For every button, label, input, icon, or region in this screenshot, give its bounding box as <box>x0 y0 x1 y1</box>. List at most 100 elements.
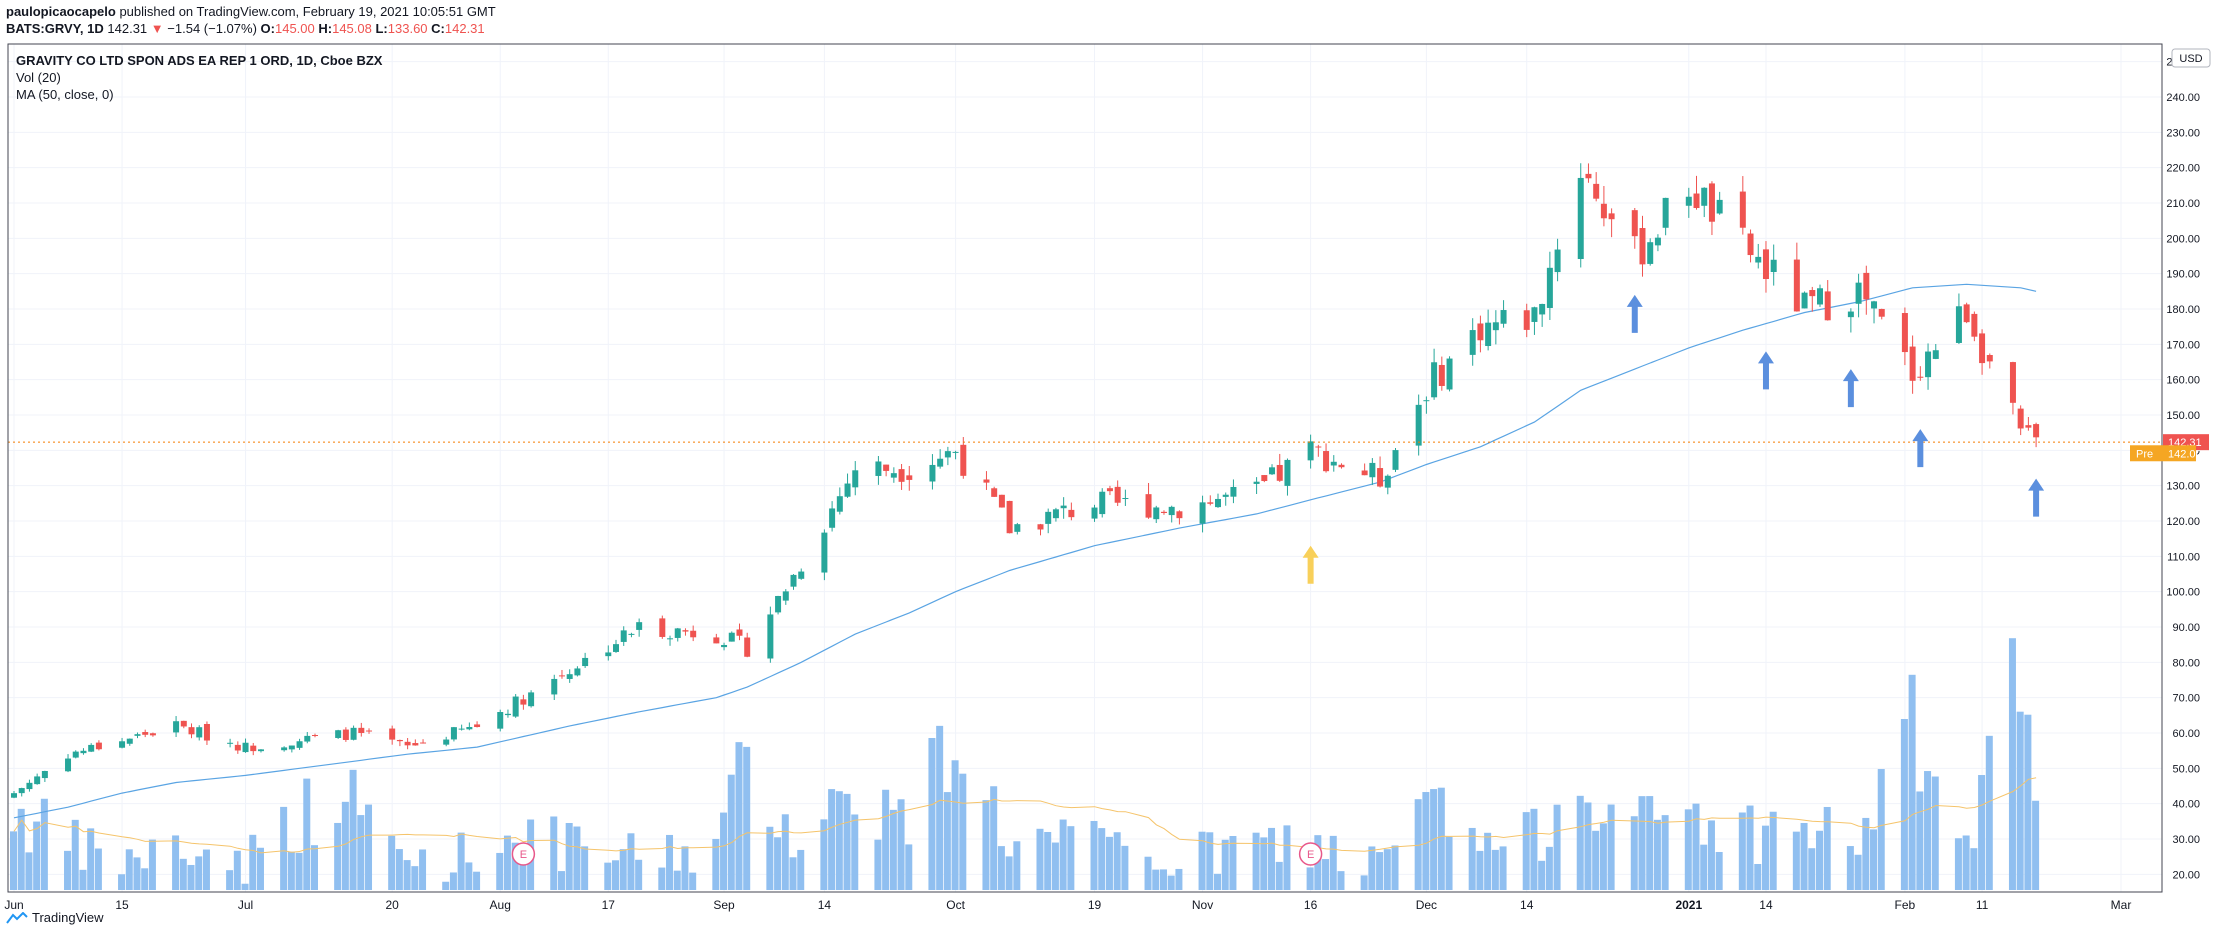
candle-body <box>2009 362 2016 403</box>
candle-body <box>1793 259 1800 312</box>
candle-body <box>2033 424 2040 438</box>
volume-bar <box>1538 860 1546 890</box>
x-tick-label: Mar <box>2111 898 2132 912</box>
volume-bar <box>1761 825 1769 890</box>
price-axis[interactable]: 20.00 30.00 40.00 50.00 60.00 70.00 80.00 90.00… <box>2166 57 2200 882</box>
chart-title[interactable]: GRAVITY CO LTD SPON ADS EA REP 1 ORD, 1D… <box>16 53 383 68</box>
candle-body <box>203 723 210 741</box>
x-tick-label: 2021 <box>1675 898 1702 912</box>
y-tick-label: 60.00 <box>2172 728 2200 740</box>
candles <box>11 163 2040 799</box>
volume-bar <box>496 852 504 890</box>
volume-bar <box>612 860 619 890</box>
volume-bar <box>94 848 102 890</box>
volume-bar <box>720 812 728 890</box>
footer-brand[interactable]: TradingView <box>6 910 104 925</box>
earnings-marker[interactable] <box>1298 842 1323 866</box>
candle-body <box>180 720 187 727</box>
candle-body <box>1431 362 1438 398</box>
volume-bar <box>1044 831 1052 890</box>
volume-bar <box>1376 852 1384 890</box>
volume-bar <box>1484 832 1492 890</box>
volume-bar <box>1121 845 1129 890</box>
volume-bar <box>465 862 473 890</box>
volume-bar <box>712 838 720 890</box>
candle-body <box>1330 461 1337 466</box>
volume-bar <box>1499 846 1507 890</box>
volume-bar <box>1792 831 1800 890</box>
volume-bar <box>936 725 944 890</box>
volume-bar <box>1823 806 1831 890</box>
volume-bar <box>449 872 457 890</box>
volume-bar <box>797 849 805 890</box>
candle-body <box>1685 196 1692 206</box>
candle-body <box>1045 511 1052 524</box>
candle-body <box>1747 233 1754 256</box>
volume-bar <box>1978 775 1986 890</box>
candle-body <box>983 479 990 483</box>
x-tick-label: 17 <box>602 898 616 912</box>
currency-badge[interactable]: USD <box>2171 48 2211 68</box>
candle-body <box>1253 481 1260 484</box>
volume-bar <box>1214 873 1221 890</box>
volume-bar <box>1592 830 1600 890</box>
candle-body <box>420 742 427 744</box>
volume-bar <box>928 738 936 890</box>
volume-bar <box>666 834 674 890</box>
candle-body <box>1701 187 1708 206</box>
volume-bar <box>79 869 87 890</box>
volume-bar <box>1391 845 1399 890</box>
annotation-arrows <box>1302 294 2045 584</box>
candle-body <box>690 630 697 638</box>
candle-body <box>296 741 303 748</box>
publisher-name[interactable]: paulopicaocapelo <box>6 4 116 19</box>
volume-bar <box>1553 804 1561 890</box>
candle-body <box>1284 459 1291 486</box>
volume-ma-line <box>13 777 2037 854</box>
volume-bar <box>889 809 897 890</box>
volume-bar <box>1700 844 1708 890</box>
volume-bar <box>411 866 419 890</box>
candle-body <box>1384 475 1391 488</box>
x-tick-label: 11 <box>1976 898 1989 912</box>
volume-bar <box>256 847 264 890</box>
volume-bar <box>943 792 951 890</box>
volume-bar <box>280 806 288 890</box>
volume-bar <box>388 835 396 890</box>
candle-body <box>1539 303 1546 315</box>
x-tick-label: 15 <box>115 898 129 912</box>
up-arrow-icon <box>1912 429 1929 468</box>
candle-body <box>790 574 797 587</box>
volume-indicator-label[interactable]: Vol (20) <box>16 70 61 85</box>
volume-bar <box>403 860 411 890</box>
candle-body <box>1546 267 1553 308</box>
low-value: 133.60 <box>387 21 428 36</box>
high-label: H: <box>318 21 333 36</box>
candle-body <box>1762 249 1769 280</box>
candle-body <box>574 668 581 676</box>
candle-body <box>65 758 72 772</box>
y-tick-label: 220.00 <box>2166 163 2200 175</box>
candle-body <box>821 532 828 573</box>
time-axis[interactable]: Jun 15 Jul 20 Aug 17 Sep 14 Oct 19 Nov 16 Dec 14 2021 1… <box>4 898 2131 912</box>
candle-body <box>1492 322 1499 331</box>
candle-body <box>504 713 511 716</box>
candle-body <box>1176 511 1183 519</box>
candle-body <box>1824 291 1831 321</box>
ma-indicator-label[interactable]: MA (50, close, 0) <box>16 87 114 102</box>
x-tick-label: 19 <box>1088 898 1102 912</box>
volume-bar <box>1661 815 1669 890</box>
earnings-marker[interactable] <box>511 842 536 866</box>
volume-bar <box>851 814 859 890</box>
candle-body <box>242 742 249 753</box>
volume-bar <box>627 833 635 890</box>
volume-bar <box>503 835 511 890</box>
x-tick-label: Oct <box>946 898 965 912</box>
volume-bar <box>2032 800 2040 890</box>
candle-body <box>1716 199 1723 214</box>
volume-bar <box>187 864 195 890</box>
volume-bar <box>1870 829 1878 890</box>
high-value: 145.08 <box>332 21 372 36</box>
